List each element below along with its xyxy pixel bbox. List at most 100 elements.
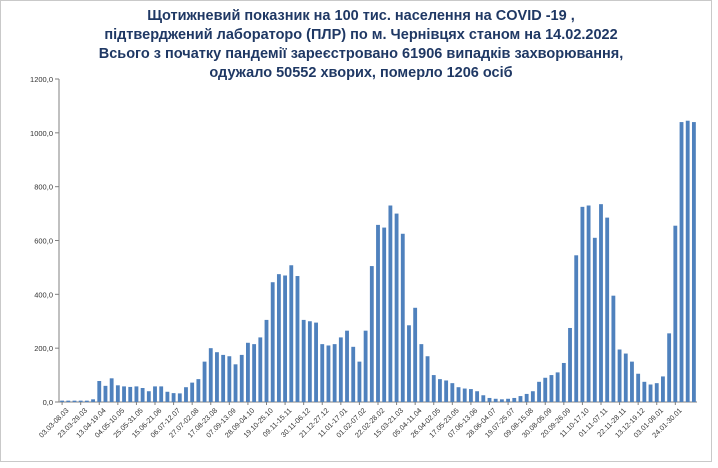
bar [252, 344, 257, 402]
bar [438, 379, 442, 402]
bar [481, 395, 486, 402]
bar [345, 330, 349, 402]
bar [109, 378, 114, 402]
bar [227, 356, 232, 402]
bar [128, 386, 133, 402]
bar [283, 275, 288, 402]
chart-frame: Щотижневий показник на 100 тис. населенн… [0, 0, 712, 462]
bar [462, 388, 467, 402]
bar [202, 361, 207, 403]
bar [146, 391, 151, 402]
bar [679, 122, 684, 402]
bar [84, 400, 89, 402]
bar [673, 225, 678, 402]
bar [246, 342, 250, 402]
bar [537, 381, 541, 402]
bar [326, 345, 331, 402]
bar [623, 353, 628, 402]
bar-series [60, 120, 696, 403]
bar [388, 205, 393, 402]
bar [493, 398, 498, 402]
bar [691, 122, 696, 402]
bar [122, 386, 126, 402]
bar [530, 391, 535, 402]
bar [351, 346, 356, 402]
bar [289, 265, 294, 402]
bar [419, 344, 424, 402]
bar [543, 377, 548, 402]
bar [642, 381, 647, 402]
bar [134, 386, 139, 402]
bar [239, 354, 244, 402]
bar [611, 295, 616, 402]
bar [382, 227, 387, 402]
bar [376, 224, 380, 402]
bar [115, 385, 120, 402]
bar [592, 237, 597, 402]
bar [338, 337, 343, 402]
bar [487, 397, 492, 402]
bar [171, 393, 176, 402]
bar [456, 387, 461, 402]
bar [506, 398, 510, 402]
bar [78, 400, 83, 402]
bar [413, 307, 418, 402]
bar [221, 354, 226, 402]
bar [524, 393, 529, 402]
bar [599, 204, 603, 402]
bar [60, 400, 65, 402]
bar [208, 348, 213, 402]
bar [468, 389, 473, 402]
bar [630, 361, 634, 403]
bar [177, 393, 182, 402]
bar [425, 356, 430, 402]
bar [617, 349, 622, 402]
bar [357, 361, 362, 403]
bar [159, 386, 164, 402]
bar [97, 381, 102, 402]
bar [196, 379, 201, 402]
bar [394, 213, 399, 402]
bar [258, 337, 263, 402]
bar [314, 322, 318, 402]
chart-title: Щотижневий показник на 100 тис. населенн… [41, 7, 681, 83]
bar [153, 386, 157, 402]
bar [307, 321, 312, 402]
bar-chart: 0,0 200,0 400,0 600,0 800,0 1000,0 1200,0 03.0… [30, 75, 697, 440]
y-axis: 0,0 200,0 400,0 600,0 800,0 1000,0 1200,0 [30, 75, 60, 407]
bar [685, 120, 690, 402]
bar [475, 391, 480, 402]
bar [215, 352, 219, 402]
bar [276, 274, 281, 402]
bar [654, 383, 659, 402]
bar [431, 375, 436, 402]
bar [555, 372, 560, 402]
chart-title-line-4: одужало 50552 хворих, померло 1206 осіб [209, 65, 513, 81]
y-tick-label: 1000,0 [30, 129, 53, 138]
bar [400, 233, 405, 402]
bar [190, 382, 195, 402]
bar [320, 344, 325, 402]
y-tick-label: 1200,0 [30, 75, 53, 84]
bar [667, 333, 672, 402]
bar [661, 376, 665, 402]
y-tick-label: 200,0 [34, 344, 53, 353]
bar [512, 397, 517, 402]
bar [301, 319, 306, 402]
y-tick-label: 600,0 [34, 237, 53, 246]
x-axis: 03.03-08.0323.03-29.0313.04-19.0404.05-1… [37, 401, 697, 440]
bar [444, 380, 449, 402]
bar [369, 266, 374, 402]
y-tick-label: 0,0 [43, 398, 53, 407]
bar [574, 255, 579, 402]
bar [450, 383, 455, 402]
y-tick-label: 400,0 [34, 290, 53, 299]
bar [407, 325, 411, 402]
y-tick-label: 800,0 [34, 183, 53, 192]
bar [549, 375, 554, 402]
bar [605, 217, 610, 402]
bar [295, 276, 300, 402]
bar [140, 388, 145, 402]
bar [636, 373, 641, 402]
bar [103, 385, 108, 402]
